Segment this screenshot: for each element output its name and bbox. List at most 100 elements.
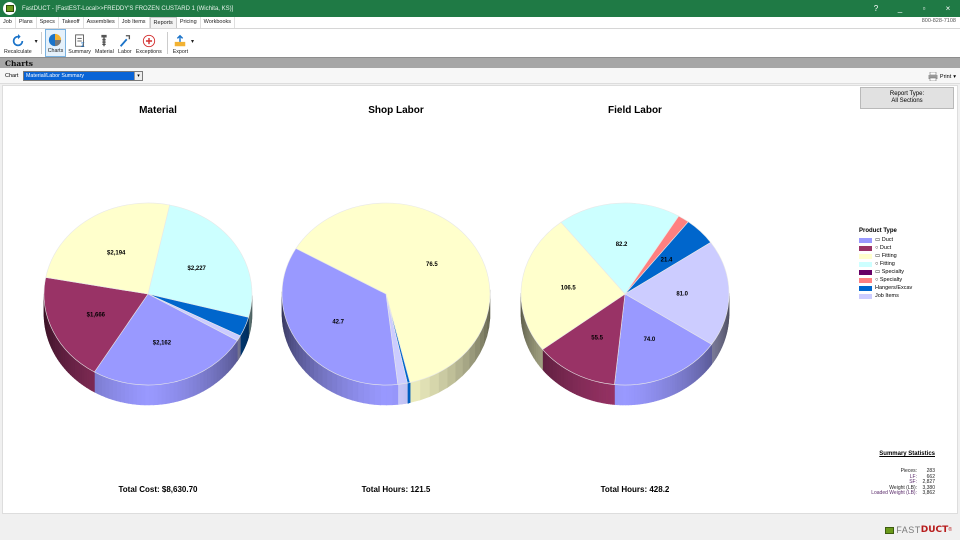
- stat-row-pieces: Pieces: 283: [900, 468, 935, 474]
- tab-pricing[interactable]: Pricing: [177, 17, 201, 28]
- material-label: Material: [94, 49, 114, 55]
- pie-slice: [624, 242, 730, 345]
- support-phone: 800-828-7108: [921, 18, 956, 24]
- close-button[interactable]: ×: [945, 4, 951, 13]
- legend-label: ○ Fitting: [875, 261, 895, 267]
- report-type-button[interactable]: Report Type: All Sections: [860, 87, 954, 109]
- pie-slice: [560, 202, 680, 295]
- window-controls: ? _ ▫ ×: [864, 0, 960, 17]
- pie-chart-icon: [49, 33, 62, 47]
- legend-item: ○ Specialty: [859, 276, 954, 284]
- pie-field-labor: 82.2 21.4 81.0 74.0 55.5 106.5: [520, 202, 730, 406]
- export-label: Export: [172, 49, 189, 55]
- chart-title-field-labor: Field Labor: [608, 105, 662, 116]
- legend-swatch: [859, 261, 872, 267]
- chart-title-shop-labor: Shop Labor: [368, 105, 424, 116]
- wrench-icon: [119, 35, 130, 47]
- slice-value-label: 74.0: [644, 337, 656, 343]
- charts-label: Charts: [47, 48, 64, 54]
- slice-value-label: 55.5: [591, 336, 603, 342]
- tab-takeoff[interactable]: Takeoff: [59, 17, 84, 28]
- chevron-down-icon[interactable]: ▾: [134, 72, 142, 80]
- labor-button[interactable]: Labor: [116, 29, 134, 57]
- chart-select-label: Chart: [5, 73, 19, 79]
- tab-job[interactable]: Job: [0, 17, 16, 28]
- pie-slice: [43, 277, 149, 373]
- legend-label: ▭ Duct: [875, 237, 894, 243]
- restore-button[interactable]: ▫: [922, 4, 926, 13]
- shop-labor-total: Total Hours: 121.5: [361, 485, 431, 494]
- tab-reports[interactable]: Reports: [149, 17, 177, 28]
- legend-item: Hangers/Excav: [859, 284, 954, 292]
- slice-value-label: $2,162: [153, 341, 172, 347]
- legend-label: ○ Specialty: [875, 277, 903, 283]
- recalculate-dropdown-icon[interactable]: ▾: [34, 39, 38, 45]
- legend-label: Job Items: [875, 293, 899, 299]
- print-dropdown-icon[interactable]: ▾: [953, 73, 956, 80]
- pie-slice: [520, 221, 626, 350]
- ribbon-toolbar: Recalculate ▾ Charts Σ Summary Material …: [0, 29, 960, 57]
- legend-item: ▭ Fitting: [859, 252, 954, 260]
- legend-item: ○ Fitting: [859, 260, 954, 268]
- screw-icon: [101, 34, 108, 47]
- summary-statistics: Summary Statistics Pieces: 283 LF: 662 SF:…: [855, 451, 935, 497]
- toolbar-divider: [166, 32, 168, 54]
- svg-text:Σ: Σ: [81, 42, 85, 48]
- tab-plans[interactable]: Plans: [16, 17, 37, 28]
- help-button[interactable]: ?: [873, 4, 879, 13]
- toolbar-divider: [40, 32, 42, 54]
- legend-label: ▭ Specialty: [875, 269, 905, 275]
- chart-selector-bar: Chart Material/Labor Summary ▾ Print ▾: [0, 68, 960, 84]
- pie-charts: $2,227 $2,162 $1,666 $2,194 76.5 42.7 82.2 21.4…: [43, 202, 730, 406]
- recalculate-button[interactable]: Recalculate ▾: [2, 29, 38, 57]
- window-title: FastDUCT - [FastEST-Local>>FREDDY'S FROZ…: [22, 5, 234, 12]
- tab-job-items[interactable]: Job Items: [119, 17, 150, 28]
- export-button[interactable]: Export ▾: [171, 29, 194, 57]
- slice-value-label: 82.2: [616, 242, 628, 248]
- slice-value-label: $2,227: [188, 266, 207, 272]
- stat-row-sf: SF: 2,827: [909, 479, 935, 485]
- pie-shop-labor: 76.5 42.7: [281, 202, 491, 406]
- export-dropdown-icon[interactable]: ▾: [191, 39, 195, 45]
- plus-circle-icon: [142, 34, 155, 48]
- legend-swatch: [859, 285, 872, 291]
- pie-slice: [542, 293, 626, 385]
- slice-value-label: 76.5: [426, 262, 438, 268]
- tab-specs[interactable]: Specs: [37, 17, 59, 28]
- report-type-value: All Sections: [891, 98, 923, 104]
- chart-type-value: Material/Labor Summary: [24, 72, 134, 80]
- slice-value-label: 21.4: [661, 258, 673, 264]
- tab-assemblies[interactable]: Assemblies: [84, 17, 119, 28]
- exceptions-button[interactable]: Exceptions: [134, 29, 164, 57]
- status-bar: FAST DUCT ®: [0, 515, 960, 540]
- section-header: Charts: [0, 57, 960, 68]
- slice-value-label: 42.7: [332, 319, 344, 325]
- legend-title: Product Type: [859, 228, 897, 234]
- charts-panel: Material Shop Labor Field Labor $2,227 $2…: [2, 85, 958, 514]
- legend-item: Job Items: [859, 292, 954, 300]
- legend-swatch: [859, 245, 872, 251]
- chart-type-select[interactable]: Material/Labor Summary ▾: [23, 71, 143, 81]
- pie-slice: [281, 248, 399, 386]
- print-button[interactable]: Print ▾: [928, 72, 956, 81]
- stat-row-lf: LF: 662: [909, 473, 935, 480]
- report-type-label: Report Type:: [889, 91, 925, 97]
- material-button[interactable]: Material: [93, 29, 116, 57]
- pie-material: $2,227 $2,162 $1,666 $2,194: [43, 202, 253, 406]
- slice-value-label: $2,194: [107, 250, 126, 256]
- charts-button[interactable]: Charts: [44, 29, 67, 57]
- minimize-button[interactable]: _: [897, 4, 903, 13]
- legend-item: ▭ Duct: [859, 236, 954, 244]
- pie-slice: [45, 202, 170, 295]
- material-total: Total Cost: $8,630.70: [118, 485, 198, 494]
- labor-label: Labor: [118, 49, 132, 55]
- chart-title-material: Material: [139, 105, 177, 116]
- fastduct-logo: FAST DUCT ®: [885, 525, 952, 535]
- summary-button[interactable]: Σ Summary: [66, 29, 93, 57]
- legend-label: ○ Duct: [875, 245, 892, 251]
- legend-swatch: [859, 253, 872, 259]
- pie-slice: [614, 293, 713, 386]
- legend-item: ○ Duct: [859, 244, 954, 252]
- tab-workbooks[interactable]: Workbooks: [201, 17, 236, 28]
- field-labor-total: Total Hours: 428.2: [600, 485, 670, 494]
